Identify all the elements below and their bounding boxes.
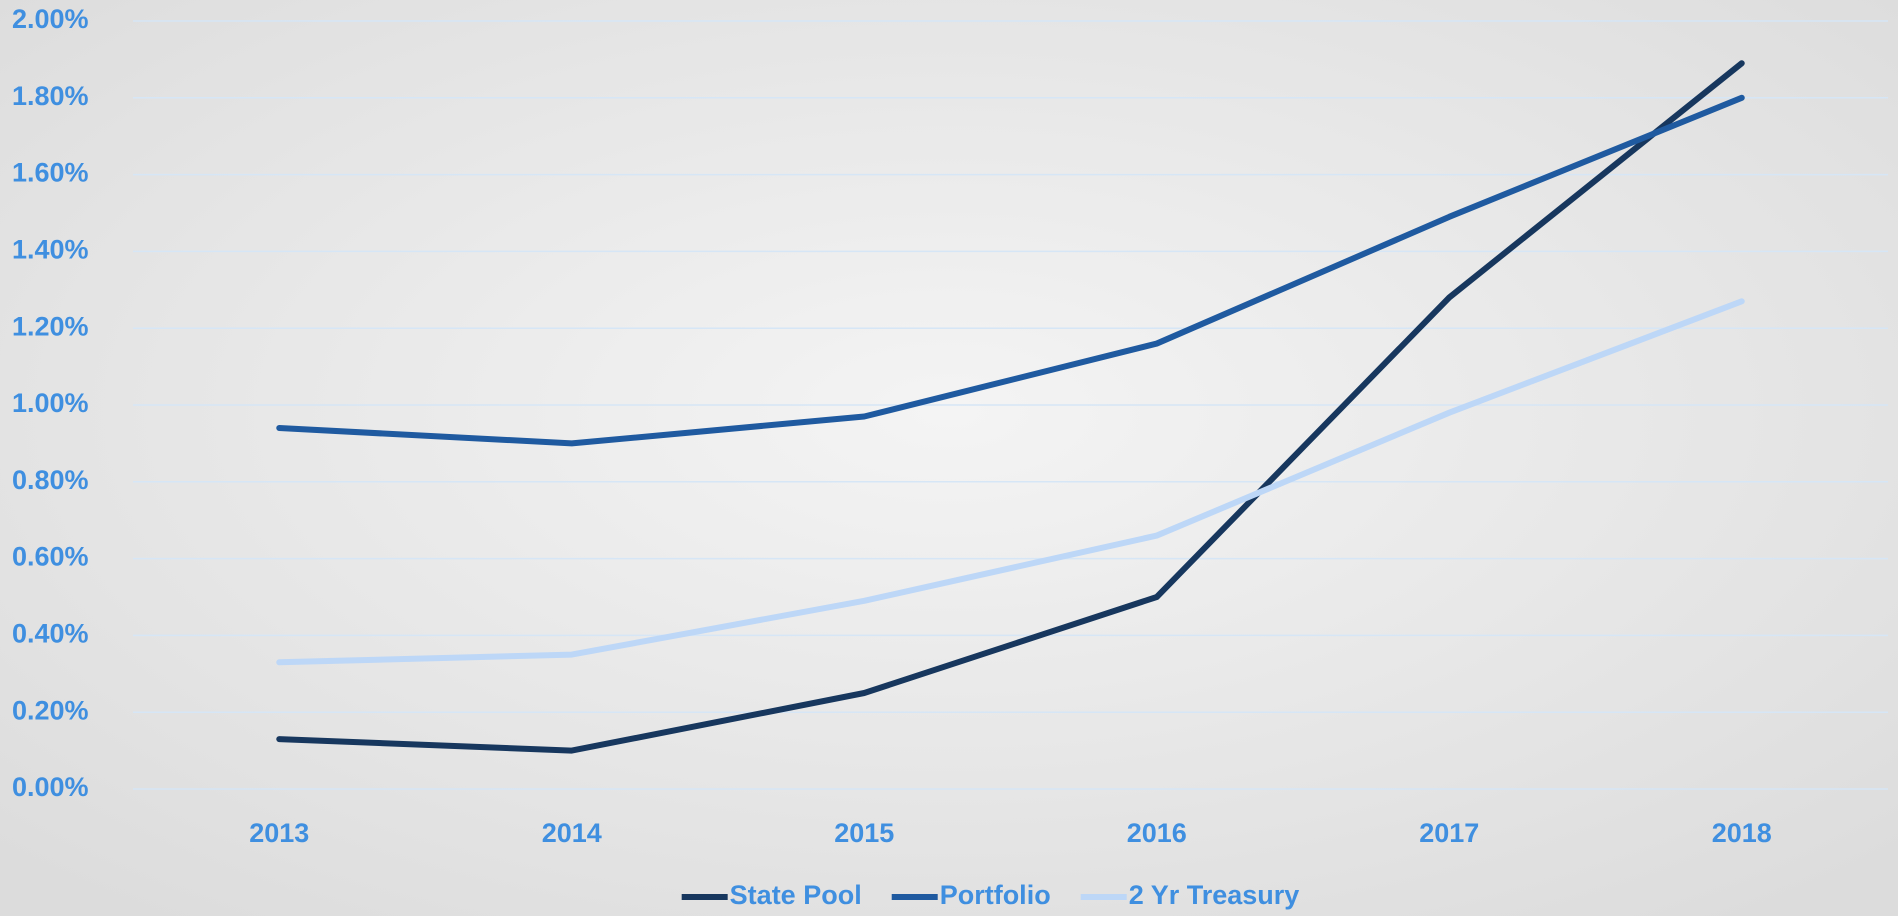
legend-label: 2 Yr Treasury <box>1129 880 1300 910</box>
y-tick-label: 0.00% <box>12 772 89 802</box>
x-tick-label: 2015 <box>834 818 894 848</box>
x-tick-label: 2018 <box>1712 818 1772 848</box>
legend-label: State Pool <box>730 880 862 910</box>
x-tick-label: 2013 <box>249 818 309 848</box>
y-tick-label: 1.60% <box>12 158 89 188</box>
y-tick-label: 1.40% <box>12 235 89 265</box>
series-line <box>276 94 1745 447</box>
y-tick-label: 2.00% <box>12 4 89 34</box>
x-tick-label: 2016 <box>1127 818 1187 848</box>
y-tick-label: 0.80% <box>12 465 89 495</box>
legend-label: Portfolio <box>940 880 1051 910</box>
x-tick-label: 2017 <box>1419 818 1479 848</box>
x-tick-label: 2014 <box>542 818 602 848</box>
y-tick-label: 0.60% <box>12 542 89 572</box>
y-tick-label: 1.00% <box>12 388 89 418</box>
y-tick-label: 0.20% <box>12 695 89 725</box>
y-tick-label: 0.40% <box>12 619 89 649</box>
y-tick-label: 1.80% <box>12 81 89 111</box>
y-tick-label: 1.20% <box>12 311 89 341</box>
series-line <box>276 298 1745 666</box>
series-line <box>276 60 1745 754</box>
